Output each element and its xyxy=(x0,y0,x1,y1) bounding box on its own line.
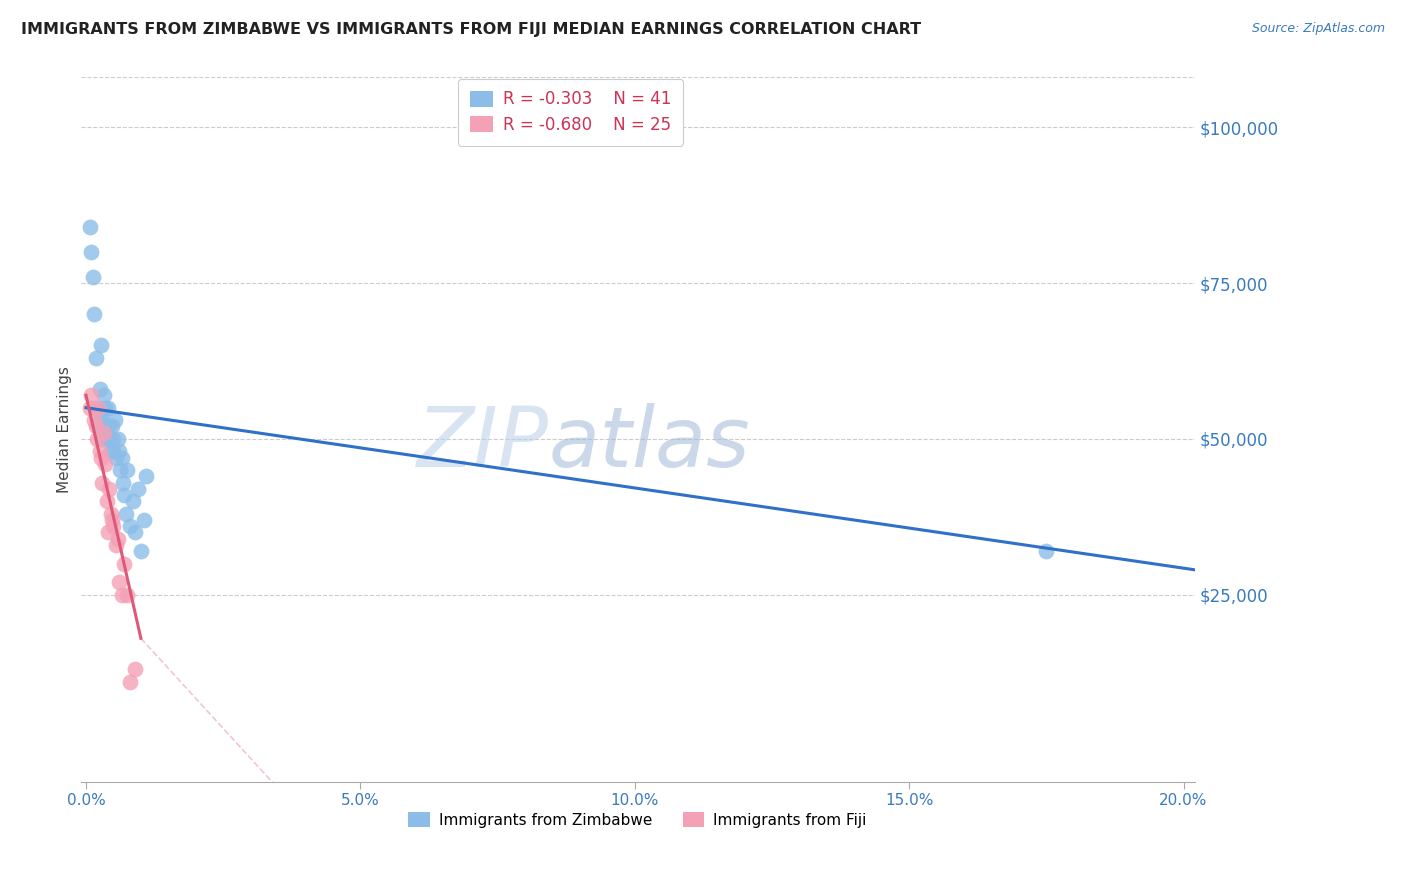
Point xyxy=(127,482,149,496)
Point xyxy=(96,432,118,446)
Point xyxy=(83,413,105,427)
Point xyxy=(112,475,135,490)
Point xyxy=(111,450,134,465)
Point xyxy=(100,507,122,521)
Point xyxy=(103,444,125,458)
Point xyxy=(107,432,129,446)
Point xyxy=(90,338,112,352)
Point xyxy=(115,463,138,477)
Text: ZIP: ZIP xyxy=(416,403,548,484)
Point xyxy=(80,244,103,259)
Point xyxy=(124,525,146,540)
Point xyxy=(80,388,103,402)
Point xyxy=(91,413,114,427)
Point xyxy=(94,401,117,415)
Text: IMMIGRANTS FROM ZIMBABWE VS IMMIGRANTS FROM FIJI MEDIAN EARNINGS CORRELATION CHA: IMMIGRANTS FROM ZIMBABWE VS IMMIGRANTS F… xyxy=(21,22,921,37)
Point xyxy=(97,525,120,540)
Point xyxy=(89,444,111,458)
Point xyxy=(97,401,120,415)
Point xyxy=(91,475,114,490)
Point xyxy=(107,532,129,546)
Point xyxy=(87,401,110,415)
Point xyxy=(105,450,128,465)
Legend: Immigrants from Zimbabwe, Immigrants from Fiji: Immigrants from Zimbabwe, Immigrants fro… xyxy=(402,806,873,834)
Point xyxy=(118,519,141,533)
Point xyxy=(89,382,111,396)
Text: Source: ZipAtlas.com: Source: ZipAtlas.com xyxy=(1251,22,1385,36)
Point xyxy=(118,675,141,690)
Point xyxy=(108,463,131,477)
Point xyxy=(112,488,135,502)
Point xyxy=(121,494,143,508)
Point xyxy=(108,444,131,458)
Point xyxy=(89,413,111,427)
Point xyxy=(101,419,124,434)
Point xyxy=(97,432,120,446)
Point xyxy=(91,432,114,446)
Y-axis label: Median Earnings: Median Earnings xyxy=(58,366,72,493)
Point xyxy=(129,544,152,558)
Point xyxy=(103,519,125,533)
Point xyxy=(83,307,105,321)
Point xyxy=(79,219,101,234)
Point xyxy=(82,269,104,284)
Point xyxy=(98,419,121,434)
Point xyxy=(100,444,122,458)
Point xyxy=(105,538,128,552)
Point xyxy=(87,419,110,434)
Text: atlas: atlas xyxy=(548,403,749,484)
Point xyxy=(93,388,115,402)
Point xyxy=(114,507,136,521)
Point xyxy=(93,425,115,440)
Point xyxy=(86,432,108,446)
Point xyxy=(79,401,101,415)
Point xyxy=(124,663,146,677)
Point xyxy=(98,482,121,496)
Point xyxy=(84,419,107,434)
Point xyxy=(94,419,117,434)
Point xyxy=(108,575,131,590)
Point xyxy=(111,588,134,602)
Point xyxy=(94,457,117,471)
Point xyxy=(135,469,157,483)
Point xyxy=(112,557,135,571)
Point xyxy=(84,351,107,365)
Point xyxy=(103,413,125,427)
Point xyxy=(90,450,112,465)
Point xyxy=(101,513,124,527)
Point xyxy=(86,401,108,415)
Point xyxy=(132,513,155,527)
Point xyxy=(96,494,118,508)
Point xyxy=(115,588,138,602)
Point xyxy=(1035,544,1057,558)
Point xyxy=(103,432,125,446)
